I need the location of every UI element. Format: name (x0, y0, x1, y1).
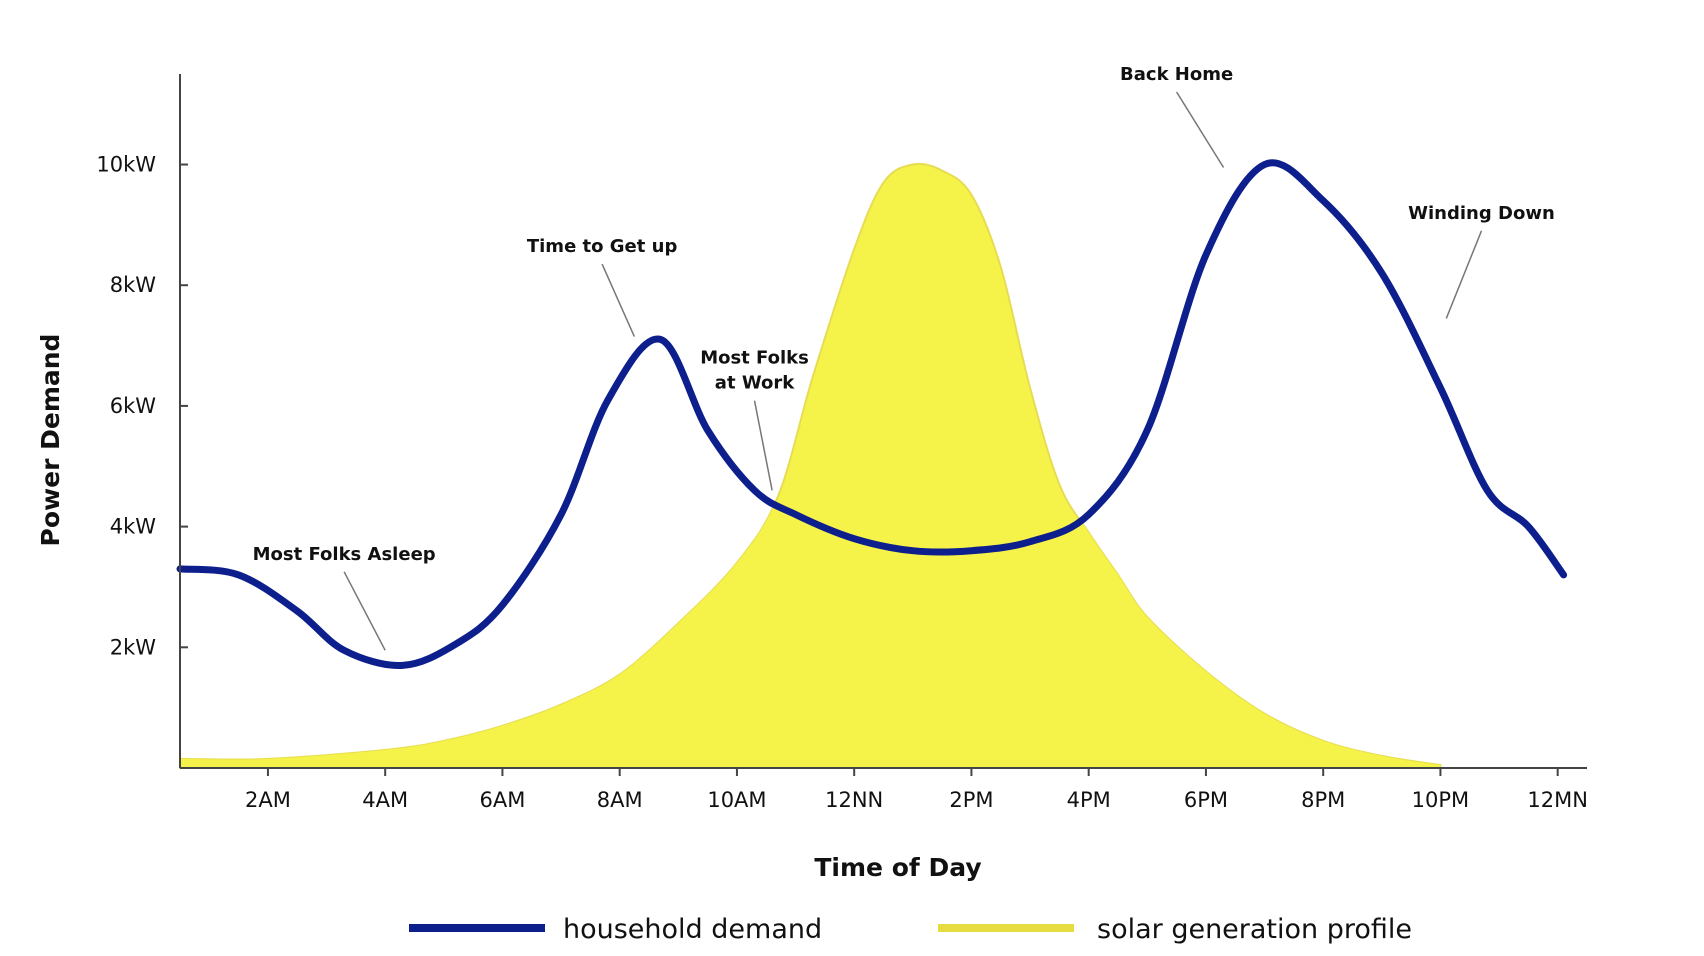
y-tick-label: 6kW (110, 394, 157, 418)
x-axis-title: Time of Day (814, 853, 981, 882)
annotation-label: Time to Get up (527, 236, 678, 257)
y-tick-label: 8kW (110, 273, 157, 297)
annotation-leader-line (753, 400, 773, 491)
annotation-leader-line (1445, 230, 1483, 319)
x-tick-label: 2PM (949, 788, 993, 812)
x-tick-label: 6AM (480, 788, 526, 812)
x-tick-label: 8PM (1301, 788, 1345, 812)
annotation-line: Back Home (1120, 64, 1233, 85)
annotation-leader-line (1175, 91, 1225, 168)
annotation-line: Winding Down (1408, 203, 1555, 224)
legend-label-household-demand: household demand (563, 914, 822, 945)
household-demand-line (176, 159, 1568, 669)
y-tick-label: 4kW (110, 515, 157, 539)
legend-label-solar-generation: solar generation profile (1097, 914, 1412, 945)
x-tick-label: 4PM (1067, 788, 1111, 812)
annotation-label: Winding Down (1408, 203, 1555, 224)
x-tick-label: 4AM (362, 788, 408, 812)
annotation-label: Most Folks at Work (700, 348, 809, 394)
y-axis-title: Power Demand (36, 334, 65, 547)
annotation-label: Most Folks Asleep (253, 544, 436, 565)
x-tick-label: 12MN (1527, 788, 1588, 812)
y-tick-label: 2kW (110, 635, 157, 659)
annotation-line: Most Folks Asleep (253, 544, 436, 565)
axes: 2kW 4kW 6kW 8kW 10kW 2AM 4AM 6AM 8AM 10AM 12NN 2PM 4… (96, 74, 1588, 812)
annotation-leader-line (343, 571, 386, 651)
plot-area (176, 159, 1568, 769)
x-tick-label: 2AM (245, 788, 291, 812)
x-tick-label: 8AM (597, 788, 643, 812)
x-tick-label: 12NN (825, 788, 883, 812)
annotation-leader-line (601, 263, 636, 337)
legend: household demand solar generation profil… (409, 914, 1412, 945)
x-tick-label: 6PM (1184, 788, 1228, 812)
annotation-line: Most Folks (700, 348, 809, 369)
annotation-label: Back Home (1120, 64, 1233, 85)
annotations: Most Folks Asleep Time to Get up Most Folk… (253, 64, 1555, 651)
annotation-line: Time to Get up (527, 236, 678, 257)
annotation-line: at Work (715, 373, 795, 394)
x-tick-label: 10AM (707, 788, 766, 812)
y-tick-label: 10kW (96, 153, 156, 177)
x-tick-label: 10PM (1412, 788, 1470, 812)
